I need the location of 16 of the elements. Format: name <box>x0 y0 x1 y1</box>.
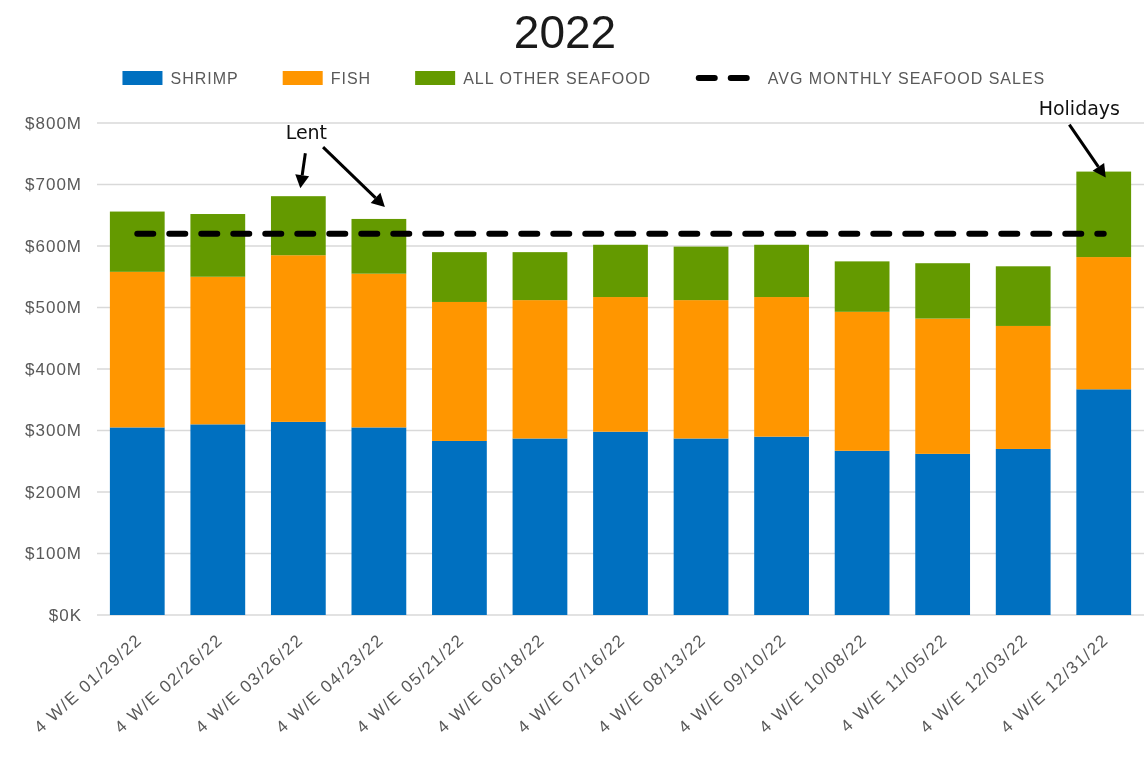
legend-label: ALL OTHER SEAFOOD <box>463 69 652 87</box>
y-tick-label: $600M <box>25 236 82 256</box>
y-tick-label: $100M <box>25 544 82 564</box>
y-tick-label: $400M <box>25 359 82 379</box>
y-tick-label: $300M <box>25 421 82 441</box>
y-tick-label: $700M <box>25 175 82 195</box>
legend-label: AVG MONTHLY SEAFOOD SALES <box>767 69 1046 87</box>
legend-label: FISH <box>330 69 372 87</box>
y-tick-label: $200M <box>25 482 82 502</box>
annotation: Holidays <box>1038 96 1121 119</box>
legend-label: SHRIMP <box>170 69 239 87</box>
chart-title: 2022 <box>513 6 617 58</box>
y-tick-label: $800M <box>25 113 82 133</box>
y-tick-label: $0K <box>48 605 82 625</box>
y-tick-label: $500M <box>25 298 82 318</box>
annotation: Lent <box>285 121 328 144</box>
